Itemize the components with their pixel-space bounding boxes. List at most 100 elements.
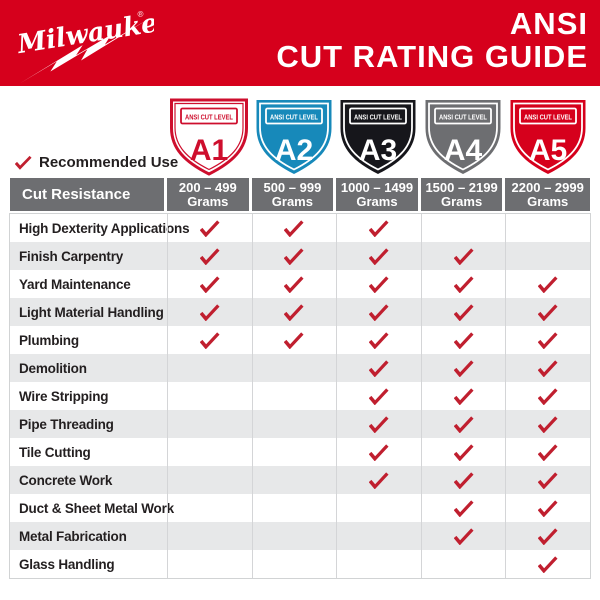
cell-a4: [420, 410, 506, 438]
check-icon: [538, 471, 558, 489]
column-header-grams: 1000 – 1499 Grams: [336, 178, 421, 211]
cut-rating-table-body: High Dexterity Applications Finish Carpen…: [9, 213, 591, 579]
check-icon: [368, 247, 389, 265]
column-header-grams: 200 – 499 Grams: [167, 178, 252, 211]
row-label: Plumbing: [19, 332, 79, 348]
check-icon: [284, 219, 304, 237]
cell-a2: [251, 214, 337, 242]
check-icon: [368, 471, 389, 489]
gram-unit: Grams: [527, 193, 569, 209]
table-row: Pipe Threading: [10, 410, 590, 438]
column-header-grams: 500 – 999 Grams: [251, 178, 337, 211]
check-icon: [284, 275, 304, 293]
check-icon: [453, 499, 474, 517]
ansi-badge-a5: ANSI CUT LEVEL A5: [505, 96, 590, 176]
badge-label: ANSI CUT LEVEL: [439, 113, 487, 122]
logo-text: Milwaukee: [15, 6, 154, 60]
cell-a4: [420, 354, 506, 382]
badge-row-label-column: Recommended Use: [10, 96, 178, 176]
check-icon: [538, 331, 558, 349]
check-icon: [538, 359, 558, 377]
gram-range: 1000 – 1499: [340, 179, 414, 195]
ansi-badge-a2: ANSI CUT LEVEL A2: [252, 96, 337, 176]
column-header-grams: 2200 – 2999 Grams: [505, 178, 590, 211]
row-label: Wire Stripping: [19, 388, 109, 404]
table-row: Finish Carpentry: [10, 242, 590, 270]
cell-a2: [251, 242, 337, 270]
table-row: Concrete Work: [10, 466, 590, 494]
check-icon: [453, 303, 474, 321]
cell-a1: [167, 214, 252, 242]
ansi-badge-a3: ANSI CUT LEVEL A3: [336, 96, 421, 176]
column-header-grams: 1500 – 2199 Grams: [420, 178, 506, 211]
shield-icon: ANSI CUT LEVEL A5: [510, 100, 586, 174]
row-label: Duct & Sheet Metal Work: [19, 500, 174, 516]
check-icon: [538, 275, 558, 293]
cell-a2: [251, 326, 337, 354]
cell-a1: [167, 242, 252, 270]
check-icon: [453, 443, 474, 461]
gram-range: 200 – 499: [178, 179, 237, 195]
row-label: Pipe Threading: [19, 416, 114, 432]
table-row: Glass Handling: [10, 550, 590, 578]
table-row: High Dexterity Applications: [10, 214, 590, 242]
check-icon: [453, 387, 474, 405]
cell-a5: [505, 298, 590, 326]
gram-unit: Grams: [356, 193, 398, 209]
cell-a2: [251, 382, 337, 410]
check-icon: [368, 219, 389, 237]
check-icon: [453, 471, 474, 489]
row-label: Demolition: [19, 360, 87, 376]
gram-unit: Grams: [187, 193, 229, 209]
cell-a5: [505, 410, 590, 438]
table-row: Light Material Handling: [10, 298, 590, 326]
cell-a4: [420, 466, 506, 494]
table-row: Plumbing: [10, 326, 590, 354]
cell-a5: [505, 550, 590, 578]
check-icon: [284, 247, 304, 265]
ansi-badge-a4: ANSI CUT LEVEL A4: [421, 96, 506, 176]
cell-a4: [420, 438, 506, 466]
check-icon: [284, 331, 304, 349]
cell-a1: [167, 382, 252, 410]
milwaukee-logo: Milwaukee ®: [15, 6, 154, 83]
cell-a2: [251, 410, 337, 438]
check-icon: [199, 331, 220, 349]
gram-range: 2200 – 2999: [511, 179, 584, 195]
lightning-bolt-icon: [19, 19, 148, 83]
cell-a4: [420, 326, 506, 354]
gram-unit: Grams: [440, 193, 483, 209]
ansi-badge-a1: ANSI CUT LEVEL A1: [167, 96, 252, 176]
cell-a5: [505, 242, 590, 270]
shield-icon: ANSI CUT LEVEL A4: [425, 100, 501, 174]
registered-mark: ®: [137, 9, 144, 19]
cell-a1: [167, 550, 252, 578]
shield-icon: ANSI CUT LEVEL A1: [170, 98, 249, 176]
check-icon: [538, 499, 558, 517]
check-icon: [368, 415, 389, 433]
check-icon: [199, 219, 220, 237]
check-icon: [368, 387, 389, 405]
cell-a2: [251, 550, 337, 578]
check-icon: [199, 247, 220, 265]
recommended-use-legend: Recommended Use: [15, 154, 178, 171]
badge-label: ANSI CUT LEVEL: [185, 113, 233, 122]
banner-title-line2: CUT RATING GUIDE: [276, 39, 588, 74]
cell-a1: [167, 270, 252, 298]
recommended-use-label: Recommended Use: [39, 154, 179, 171]
table-header-row: Cut Resistance 200 – 499 Grams 500 – 999 Gr…: [10, 178, 590, 211]
badge-row: Recommended Use ANSI CUT LEVEL A1 ANSI CUT…: [10, 96, 590, 176]
column-header-cut-resistance: Cut Resistance: [10, 178, 167, 211]
cell-a3: [336, 410, 421, 438]
check-icon: [199, 303, 220, 321]
cell-a3: [336, 382, 421, 410]
check-icon: [368, 303, 389, 321]
cell-a2: [251, 438, 337, 466]
row-label: Yard Maintenance: [19, 276, 131, 292]
check-icon: [453, 275, 474, 293]
check-icon: [453, 415, 474, 433]
cell-a5: [505, 354, 590, 382]
guide-body: Recommended Use ANSI CUT LEVEL A1 ANSI CUT…: [0, 96, 600, 579]
cell-a2: [251, 270, 337, 298]
